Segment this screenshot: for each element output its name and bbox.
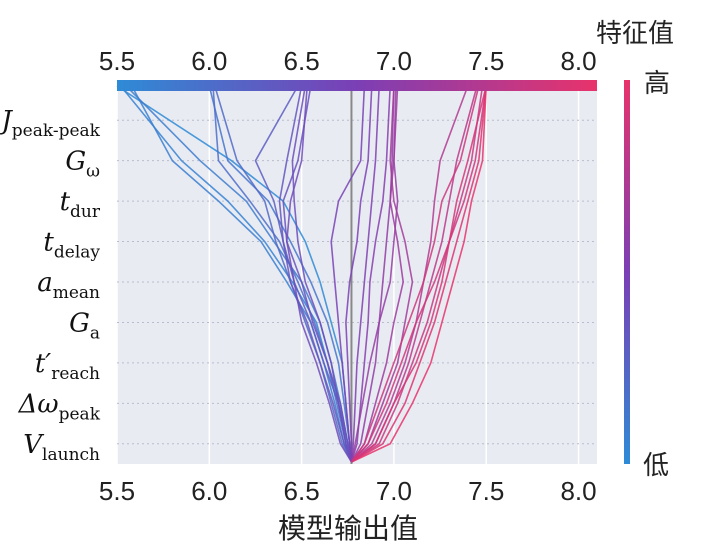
bottom-tick-label: 7.5: [468, 476, 504, 506]
decision-line: [351, 85, 484, 463]
decision-line: [330, 85, 366, 463]
feature-label: Gω: [65, 147, 100, 182]
decision-line: [351, 85, 487, 463]
bottom-tick-label: 8.0: [560, 476, 596, 506]
decision-line: [208, 85, 353, 463]
top-color-band: [117, 80, 597, 91]
decision-lines: [116, 85, 487, 463]
top-tick-label: 6.5: [284, 46, 320, 76]
decision-line: [350, 85, 487, 463]
decision-line: [350, 85, 399, 463]
decision-line: [212, 85, 353, 463]
top-tick-label: 5.5: [99, 46, 135, 76]
top-tick-label: 7.5: [468, 46, 504, 76]
decision-line: [285, 85, 353, 463]
feature-label: Vlaunch: [23, 430, 100, 465]
top-tick-label: 6.0: [191, 46, 227, 76]
decision-line: [282, 85, 353, 463]
bottom-tick-label: 7.0: [376, 476, 412, 506]
plot-area: [117, 86, 597, 464]
feature-label: tdelay: [43, 228, 100, 263]
colorbar-high-label: 高: [644, 69, 670, 99]
decision-line: [350, 85, 380, 463]
feature-label: tdur: [60, 187, 101, 222]
decision-line: [351, 85, 487, 463]
decision-line: [254, 85, 353, 463]
colorbar-low-label: 低: [643, 451, 669, 481]
feature-labels: Jpeak-peak Gω tdur tdelay amean Ga t′reach Δωpe…: [0, 106, 101, 465]
decision-line: [350, 85, 414, 463]
colorbar: [624, 80, 630, 464]
top-tick-label: 8.0: [560, 46, 596, 76]
feature-label: Jpeak-peak: [0, 106, 101, 141]
bottom-axis-ticks: 5.5 6.0 6.5 7.0 7.5 8.0: [99, 476, 597, 506]
decision-line: [351, 85, 487, 463]
decision-line: [345, 85, 373, 462]
decision-line: [291, 85, 353, 463]
top-axis-ticks: 5.5 6.0 6.5 7.0 7.5 8.0: [99, 46, 597, 76]
feature-label: amean: [37, 268, 100, 303]
decision-line: [350, 85, 395, 463]
colorbar-label: 特征值: [596, 19, 674, 49]
top-tick-label: 7.0: [376, 46, 412, 76]
feature-label: t′reach: [35, 349, 100, 384]
bottom-tick-label: 6.0: [191, 476, 227, 506]
x-axis-label: 模型输出值: [278, 512, 418, 545]
feature-label: Ga: [69, 308, 100, 343]
feature-label: Δωpeak: [18, 389, 101, 424]
decision-line: [350, 85, 469, 463]
decision-line: [350, 85, 480, 463]
decision-line: [278, 85, 353, 463]
bottom-tick-label: 6.5: [284, 476, 320, 506]
bottom-tick-label: 5.5: [99, 476, 135, 506]
